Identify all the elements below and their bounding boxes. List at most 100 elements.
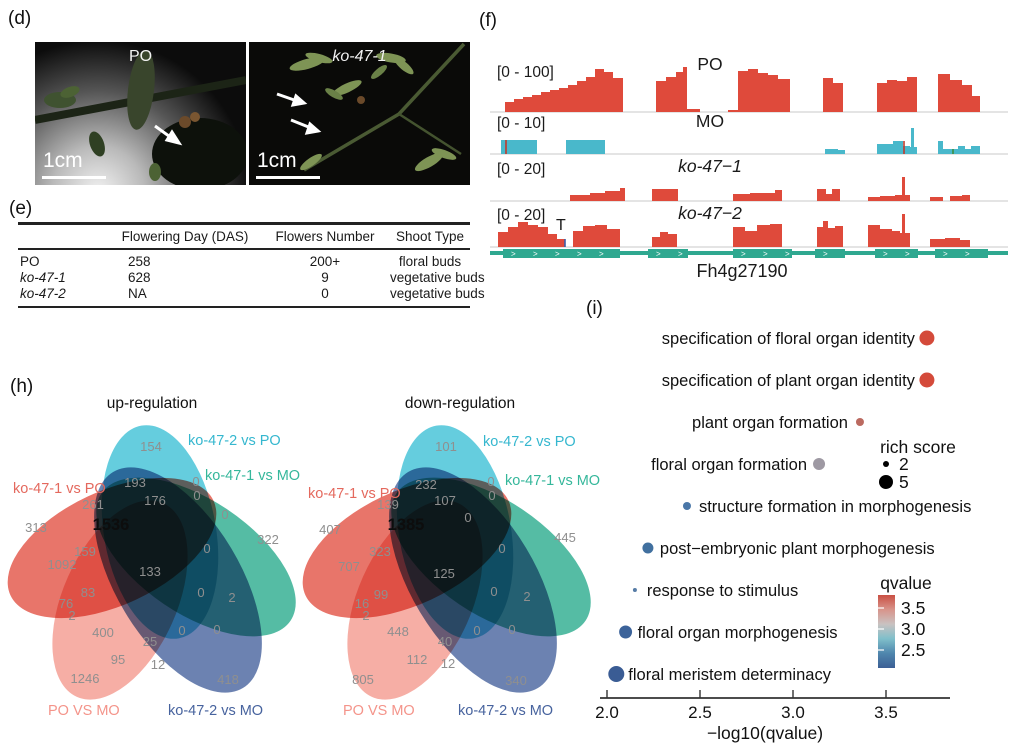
coverage-bar: [518, 222, 528, 247]
go-term-dot: [608, 666, 625, 682]
venn-title: down-regulation: [405, 395, 515, 412]
color-legend-title: qvalue: [880, 573, 932, 593]
venn-count: 445: [554, 530, 576, 545]
photo-ko-label: ko-47-1: [332, 48, 387, 65]
strand-arrow-icon: >: [656, 250, 661, 259]
coverage-bar: [559, 88, 568, 112]
coverage-bar: [902, 177, 905, 201]
venn-count: 133: [139, 564, 161, 579]
color-legend-tick-label: 3.0: [901, 619, 926, 639]
venn-count: 0: [213, 622, 220, 637]
coverage-bar: [498, 232, 508, 247]
venn-count: 12: [441, 656, 455, 671]
photo-ko-47-1: ko-47-1 1cm: [249, 42, 470, 185]
coverage-bar: [770, 224, 782, 247]
coverage-bar: [566, 140, 605, 154]
coverage-bar: [943, 149, 958, 154]
row-po-shoot: floral buds: [398, 254, 462, 269]
coverage-bar: [660, 232, 668, 247]
venn-set-label: ko-47-2 vs PO: [188, 433, 281, 449]
venn-count: 1536: [93, 516, 130, 534]
coverage-bar: [817, 189, 826, 201]
coverage-bar: [768, 75, 778, 112]
strand-arrow-icon: >: [905, 250, 910, 259]
strand-arrow-icon: >: [785, 250, 790, 259]
venn-count: 0: [192, 474, 199, 489]
venn-count: 40: [438, 634, 452, 649]
strand-arrow-icon: >: [883, 250, 888, 259]
coverage-bar: [887, 80, 897, 112]
coverage-bar: [568, 85, 577, 112]
table-header-shoot-type: Shoot Type: [395, 229, 465, 244]
venn-count: 0: [508, 622, 515, 637]
arrow-icon: [276, 92, 322, 135]
venn-set-label: PO VS MO: [48, 703, 120, 719]
x-axis-title: −log10(qvalue): [707, 723, 823, 743]
coverage-bar: [532, 95, 541, 112]
venn-count: 193: [124, 475, 146, 490]
coverage-bar: [903, 146, 910, 154]
coverage-bar: [514, 99, 523, 112]
go-term-dot: [813, 458, 826, 470]
strand-arrow-icon: >: [678, 250, 683, 259]
coverage-bar: [765, 193, 775, 201]
venn-count: 0: [490, 584, 497, 599]
coverage-bar: [832, 189, 840, 201]
gene-exon: [935, 249, 988, 258]
venn-count: 2: [228, 590, 235, 605]
go-term-label: floral meristem determinacy: [628, 666, 831, 684]
panel-h-letter: (h): [10, 376, 34, 397]
venn-count: 448: [387, 624, 409, 639]
panel-d-letter: (d): [8, 8, 32, 29]
coverage-bar: [665, 189, 678, 201]
coverage-bar: [823, 221, 828, 247]
venn-title: up-regulation: [107, 395, 197, 412]
coverage-bar: [652, 189, 665, 201]
venn-count: 0: [473, 623, 480, 638]
coverage-bar: [620, 188, 625, 201]
venn-count: 125: [433, 566, 455, 581]
go-term-dot: [642, 542, 654, 554]
venn-count: 323: [369, 544, 391, 559]
go-term-dot: [682, 502, 691, 510]
venn-count: 101: [435, 439, 457, 454]
coverage-bar: [505, 102, 514, 112]
coverage-bar: [945, 238, 960, 247]
coverage-bar: [668, 234, 677, 247]
venn-count: 805: [352, 672, 374, 687]
venn-set-label: ko-47-1 vs PO: [308, 486, 401, 502]
coverage-bar: [750, 193, 765, 201]
coverage-bar: [666, 77, 676, 112]
coverage-bar: [652, 237, 660, 247]
coverage-bar: [971, 146, 980, 154]
venn-count: 0: [498, 541, 505, 556]
coverage-bar: [550, 90, 559, 112]
venn-count: 83: [81, 585, 95, 600]
coverage-bar: [548, 234, 557, 247]
venn-count: 16: [355, 596, 369, 611]
venn-count: 0: [203, 541, 210, 556]
coverage-bar: [733, 227, 745, 247]
coverage-bar: [826, 194, 832, 201]
coverage-bar: [573, 231, 583, 247]
size-legend-value: 2: [899, 454, 909, 474]
venn-count: 95: [111, 652, 125, 667]
coverage-bar: [907, 77, 917, 112]
coverage-bar: [656, 81, 666, 112]
track-range-label: [0 - 10]: [497, 115, 545, 132]
venn-set-label: ko-47-1 vs MO: [505, 473, 600, 489]
venn-count: 322: [257, 532, 279, 547]
color-legend-tick-label: 2.5: [901, 640, 925, 660]
table-header-rule: [18, 248, 470, 250]
venn-count: 1092: [48, 557, 77, 572]
photo-po-scalebar: [42, 176, 106, 179]
size-legend-dot: [883, 461, 889, 467]
go-term-dot: [855, 418, 864, 426]
coverage-bar: [676, 72, 683, 112]
venn-ellipse: [389, 467, 557, 693]
venn-count: 112: [407, 652, 428, 667]
coverage-bar: [745, 231, 757, 247]
venn-count: 1246: [71, 671, 100, 686]
coverage-bar: [833, 83, 843, 112]
